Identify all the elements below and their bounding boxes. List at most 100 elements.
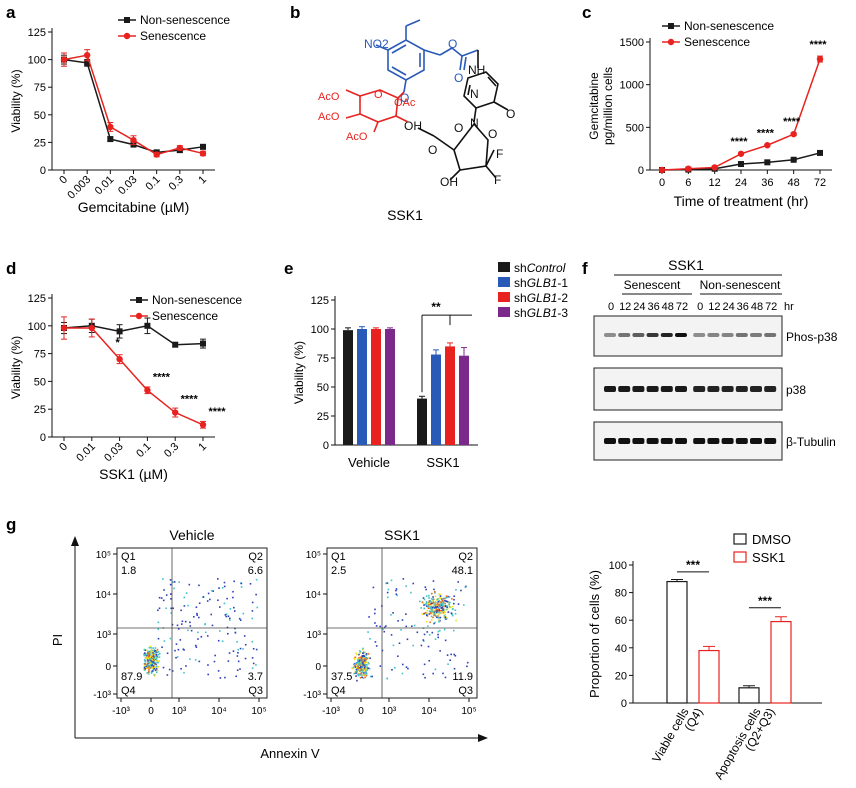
- bar: [357, 329, 367, 445]
- flow-event: [426, 631, 429, 633]
- flow-event: [143, 653, 145, 655]
- flow-event: [439, 597, 441, 600]
- flow-event: [448, 605, 451, 608]
- label-oh2: OH: [404, 119, 422, 133]
- data-point: [176, 144, 184, 152]
- flow-event: [158, 607, 161, 610]
- flow-event: [149, 656, 152, 659]
- flow-event: [438, 603, 441, 606]
- flow-event: [397, 655, 399, 658]
- flow-q3-value: 3.7: [248, 671, 263, 683]
- legend-label: Senescence: [152, 309, 218, 323]
- flow-event: [211, 589, 213, 592]
- legend-label: Senescence: [140, 29, 206, 43]
- flow-event: [391, 668, 393, 671]
- blot-timepoint: 48: [751, 301, 763, 313]
- flow-event: [163, 640, 166, 642]
- flow-event: [436, 604, 438, 607]
- flow-event: [359, 659, 361, 662]
- flow-event: [430, 592, 433, 595]
- flow-event: [386, 596, 389, 599]
- flow-event: [363, 672, 365, 674]
- y-tick-label: 25: [34, 404, 46, 416]
- flow-event: [361, 655, 364, 657]
- flow-event: [234, 627, 236, 630]
- flow-event: [451, 613, 453, 616]
- flow-event: [374, 608, 376, 611]
- flow-event: [432, 596, 434, 598]
- flow-event: [356, 653, 358, 656]
- legend-swatch: [733, 533, 747, 545]
- flow-event: [439, 596, 441, 598]
- flow-event: [434, 592, 436, 594]
- flow-event: [447, 611, 450, 613]
- flow-y-tick-label: 0: [315, 662, 321, 673]
- flow-event: [158, 652, 161, 655]
- flow-event: [358, 665, 361, 668]
- flow-event: [402, 578, 405, 580]
- flow-event: [212, 590, 214, 592]
- flow-event: [430, 609, 433, 611]
- series-line: [63, 325, 204, 346]
- flow-event: [426, 605, 429, 608]
- flow-event: [437, 608, 440, 611]
- flow-event: [446, 600, 449, 603]
- galactose-ring: [345, 89, 409, 133]
- flow-event: [359, 656, 362, 659]
- flow-event: [150, 666, 152, 668]
- flow-event: [251, 657, 254, 659]
- flow-event: [153, 656, 155, 658]
- flow-event: [232, 596, 234, 599]
- flow-event: [444, 611, 446, 613]
- significance-mark: ****: [783, 116, 801, 128]
- flow-event: [425, 588, 427, 591]
- flow-event: [424, 603, 427, 606]
- flow-x-tick-label: 10⁵: [251, 706, 266, 717]
- label-oh1: OH: [440, 175, 458, 189]
- flow-event: [453, 629, 455, 632]
- flow-event: [432, 599, 434, 602]
- flow-event: [440, 602, 442, 605]
- flow-event: [439, 616, 442, 619]
- flow-event: [386, 582, 389, 584]
- flow-event: [358, 653, 360, 656]
- flow-event: [362, 674, 365, 676]
- flow-event: [156, 661, 159, 663]
- flow-event: [428, 659, 431, 662]
- flow-x-tick-label: 0: [148, 706, 154, 717]
- flow-event: [156, 650, 158, 652]
- flow-event: [236, 641, 238, 643]
- flow-event: [155, 651, 158, 653]
- flow-event: [465, 585, 467, 588]
- flow-event: [443, 616, 445, 618]
- panel-letter-f: f: [582, 259, 588, 278]
- label-no2: NO2: [364, 37, 389, 51]
- flow-event: [387, 588, 390, 591]
- flow-event: [426, 601, 428, 604]
- flow-event: [372, 586, 375, 589]
- flow-event: [423, 604, 425, 606]
- significance-mark: ***: [686, 558, 700, 572]
- flow-event: [144, 663, 146, 665]
- flow-event: [239, 619, 242, 621]
- flow-x-label: Annexin V: [260, 746, 320, 761]
- flow-event: [152, 663, 155, 666]
- data-point: [199, 421, 207, 428]
- legend-marker: [124, 17, 130, 23]
- flow-y-tick-label: 10⁴: [306, 590, 321, 601]
- flow-event: [449, 659, 451, 662]
- flow-event: [438, 600, 441, 602]
- x-tick-label: 12: [709, 177, 721, 189]
- flow-y-tick-label: 0: [105, 662, 111, 673]
- flow-event: [365, 666, 367, 668]
- flow-event: [357, 672, 359, 675]
- flow-event: [398, 642, 401, 645]
- flow-event: [392, 644, 395, 647]
- blot-band: [618, 386, 631, 392]
- flow-event: [353, 666, 355, 669]
- western-blot-f: SSK1 Senescent Non-senescent 0 12 24 36 48 72…: [593, 257, 838, 461]
- flow-event: [437, 636, 440, 639]
- flow-event: [358, 673, 361, 676]
- chart-e-glb1-knockdown: 0 25 50 75 100 125 Vehicle SSK1 ** Viability (%) s…: [292, 261, 568, 470]
- flow-event: [439, 595, 442, 597]
